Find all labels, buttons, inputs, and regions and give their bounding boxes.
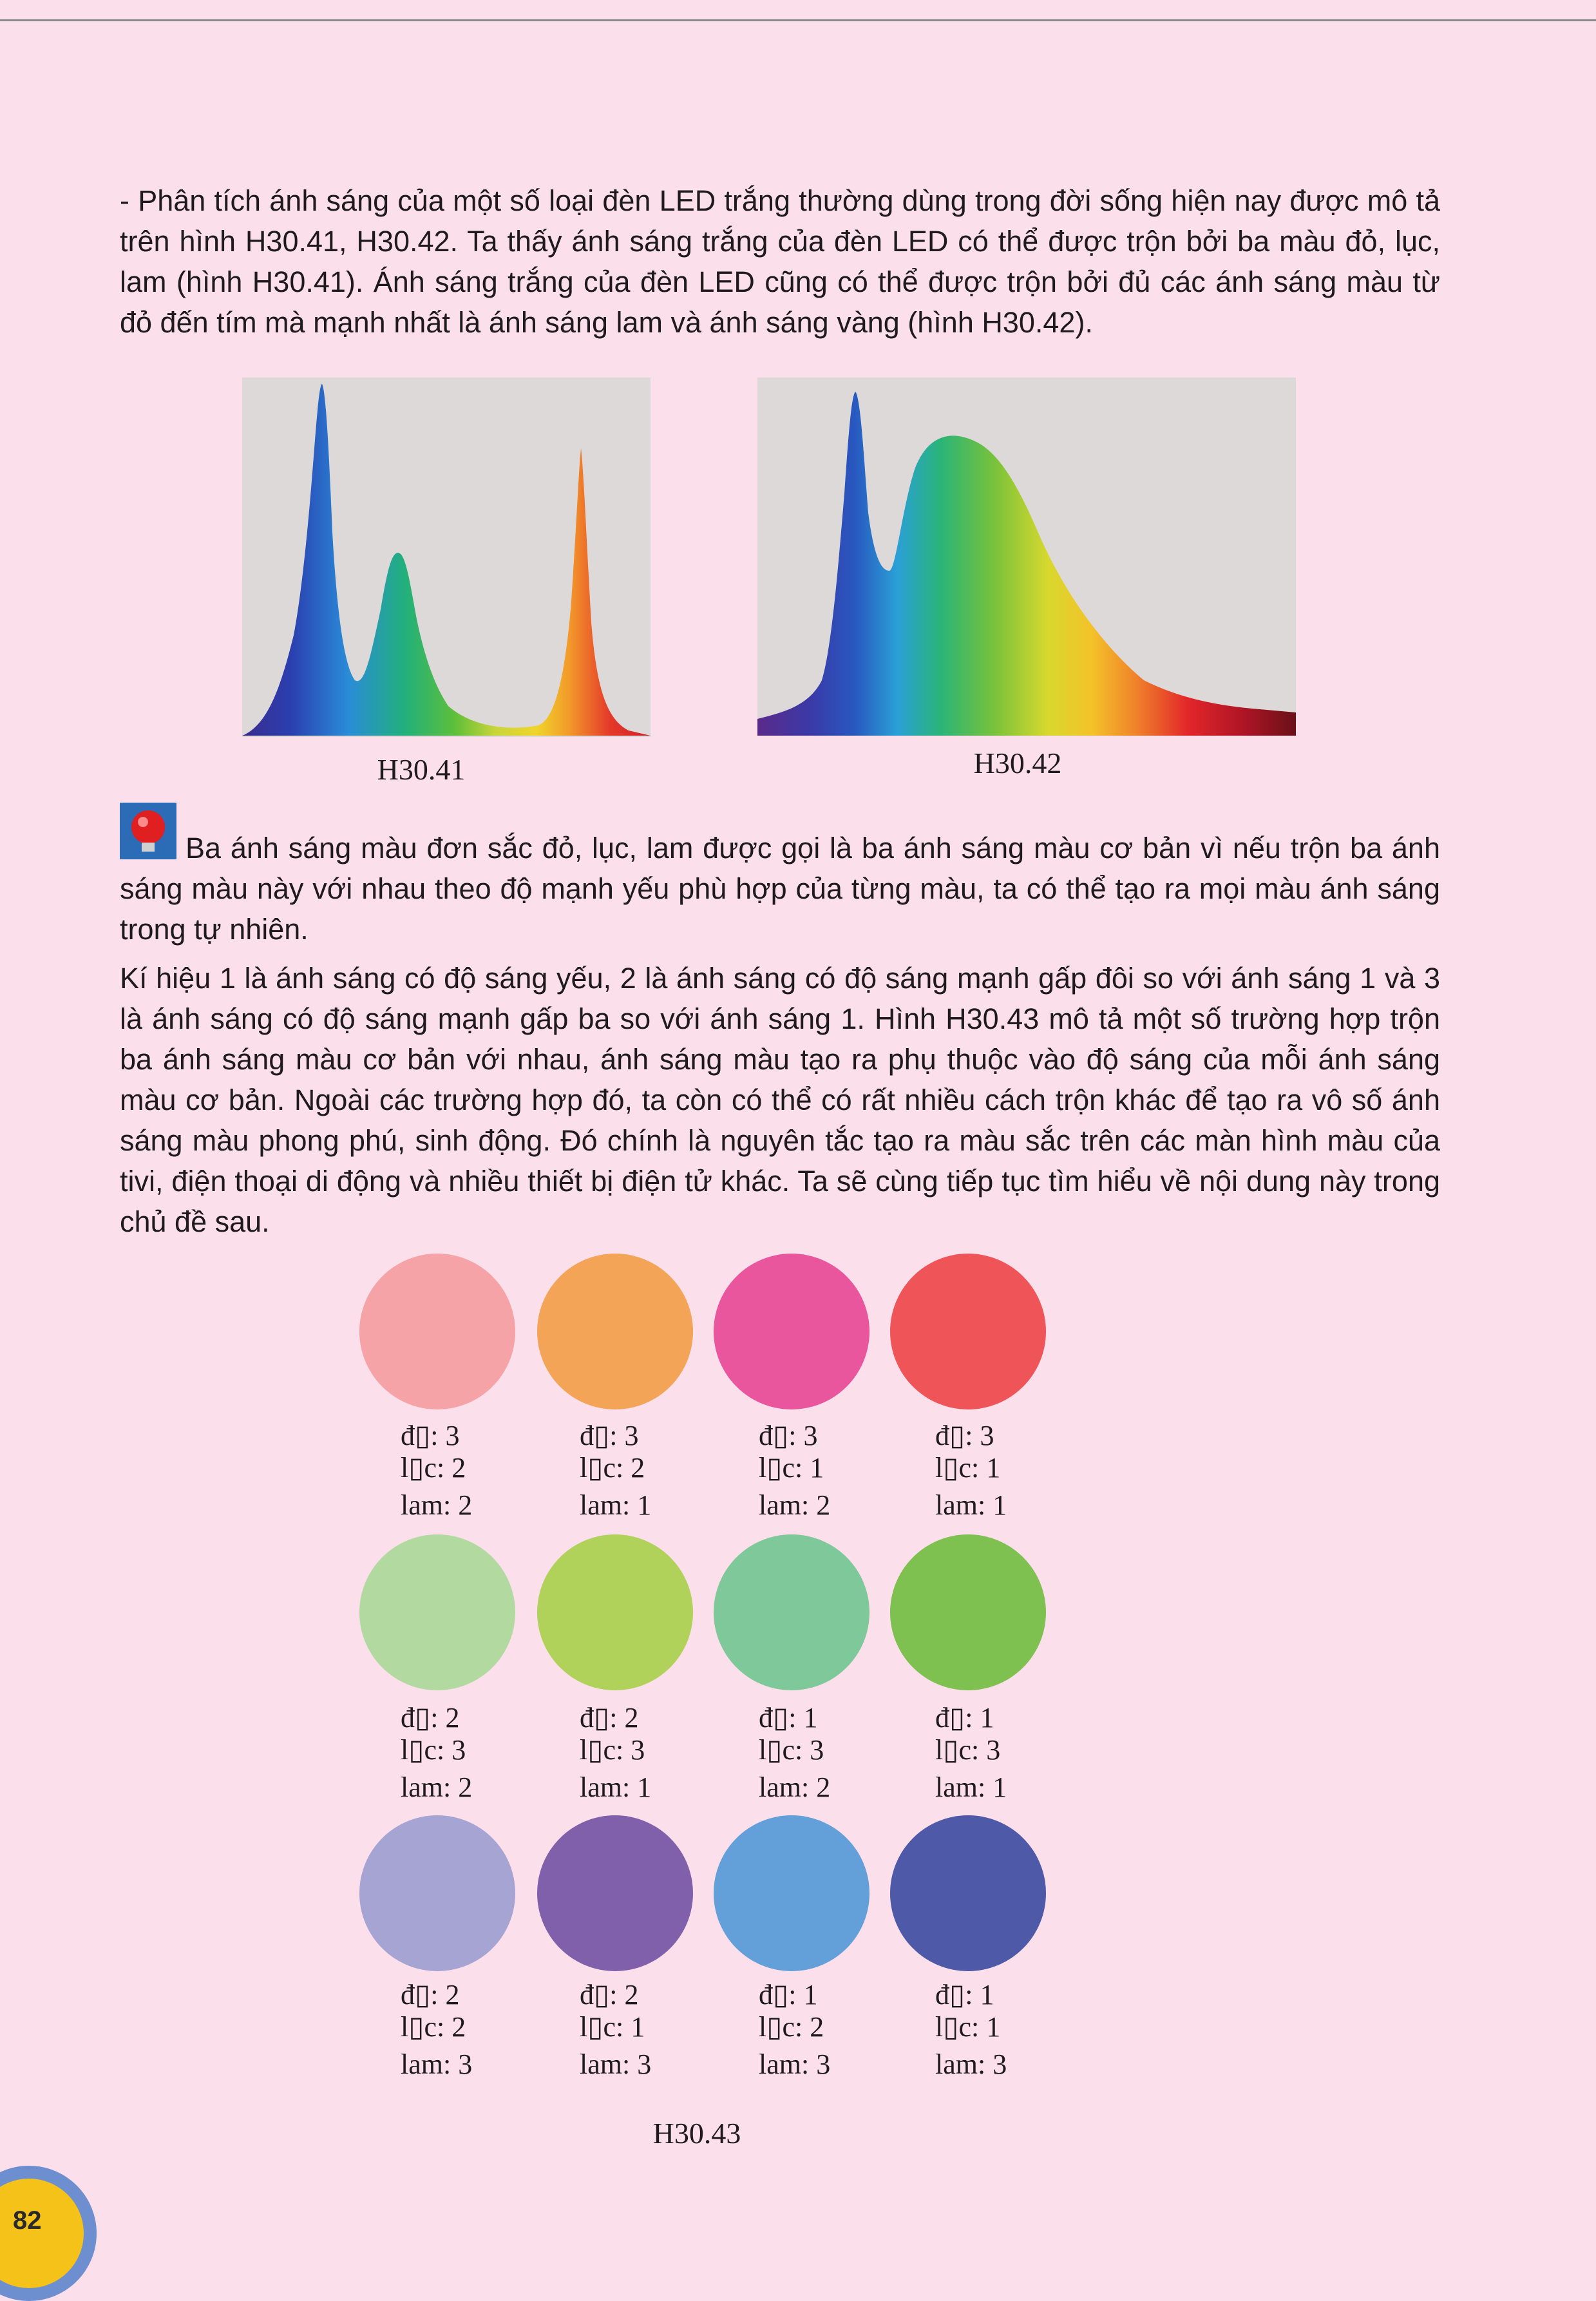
- green-level: l▯c: 1: [759, 1452, 824, 1484]
- blue-level: lam: 2: [759, 1489, 831, 1521]
- blue-level: lam: 3: [580, 2048, 652, 2080]
- blue-level: lam: 3: [935, 2048, 1007, 2080]
- blue-level: lam: 2: [401, 1771, 473, 1803]
- green-level: l▯c: 3: [580, 1734, 645, 1766]
- caption-h30-42: H30.42: [973, 747, 1062, 779]
- red-level: đ▯: 1: [935, 1979, 994, 2010]
- red-level: đ▯: 1: [759, 1979, 818, 2010]
- red-level: đ▯: 2: [401, 1979, 460, 2010]
- color-swatch: [537, 1254, 693, 1409]
- green-level: l▯c: 2: [401, 2011, 466, 2043]
- body-paragraph: Kí hiệu 1 là ánh sáng có độ sáng yếu, 2 …: [120, 962, 1440, 1238]
- light-bulb-icon: [120, 803, 176, 859]
- green-level: l▯c: 2: [401, 1452, 466, 1484]
- caption-h30-43: H30.43: [652, 2117, 741, 2150]
- red-level: đ▯: 1: [935, 1702, 994, 1733]
- green-level: l▯c: 1: [580, 2011, 645, 2043]
- color-swatch: [537, 1534, 693, 1690]
- green-level: l▯c: 3: [401, 1734, 466, 1766]
- green-level: l▯c: 1: [935, 1452, 1001, 1484]
- color-swatch: [359, 1815, 515, 1971]
- blue-level: lam: 3: [401, 2048, 473, 2080]
- blue-level: lam: 1: [935, 1489, 1007, 1521]
- page-number: 82: [13, 2206, 42, 2235]
- intro-paragraph: - Phân tích ánh sáng của một số loại đèn…: [120, 184, 1440, 339]
- note-paragraph: Ba ánh sáng màu đơn sắc đỏ, lục, lam đượ…: [120, 832, 1440, 946]
- red-level: đ▯: 2: [401, 1702, 460, 1733]
- color-swatch: [714, 1815, 869, 1971]
- green-level: l▯c: 3: [759, 1734, 824, 1766]
- color-swatch: [359, 1254, 515, 1409]
- blue-level: lam: 1: [935, 1771, 1007, 1803]
- red-level: đ▯: 3: [759, 1420, 818, 1451]
- blue-level: lam: 3: [759, 2048, 831, 2080]
- color-swatch: [714, 1534, 869, 1690]
- blue-level: lam: 2: [759, 1771, 831, 1803]
- color-swatch: [890, 1534, 1046, 1690]
- red-level: đ▯: 3: [401, 1420, 460, 1451]
- red-level: đ▯: 1: [759, 1702, 818, 1733]
- spectrum-h30-41: [242, 377, 651, 737]
- red-level: đ▯: 3: [580, 1420, 639, 1451]
- green-level: l▯c: 1: [935, 2011, 1001, 2043]
- green-level: l▯c: 2: [759, 2011, 824, 2043]
- top-rule: [0, 19, 1596, 21]
- red-level: đ▯: 2: [580, 1702, 639, 1733]
- spectrum-h30-42: [757, 377, 1296, 736]
- green-level: l▯c: 2: [580, 1452, 645, 1484]
- red-level: đ▯: 3: [935, 1420, 994, 1451]
- green-level: l▯c: 3: [935, 1734, 1001, 1766]
- color-swatch: [537, 1815, 693, 1971]
- color-swatch: [714, 1254, 869, 1409]
- red-level: đ▯: 2: [580, 1979, 639, 2010]
- color-swatch: [890, 1815, 1046, 1971]
- blue-level: lam: 1: [580, 1771, 652, 1803]
- caption-h30-41: H30.41: [377, 753, 466, 786]
- color-swatch: [359, 1534, 515, 1690]
- blue-level: lam: 2: [401, 1489, 473, 1521]
- color-swatch: [890, 1254, 1046, 1409]
- blue-level: lam: 1: [580, 1489, 652, 1521]
